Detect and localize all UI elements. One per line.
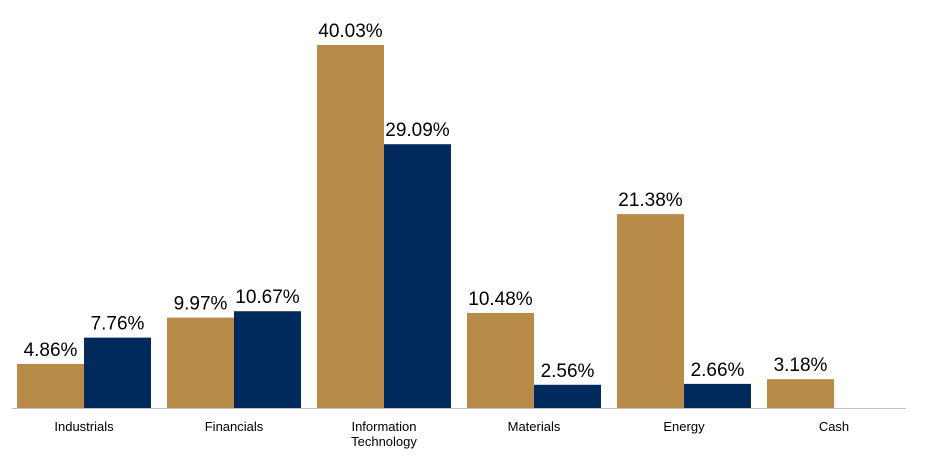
value-label-energy-series-1: 21.38% — [618, 190, 683, 211]
value-label-energy-series-2: 2.66% — [691, 360, 745, 381]
bar-financials-series-1 — [167, 317, 234, 408]
value-label-information-technology-series-1: 40.03% — [318, 21, 383, 42]
category-label-industrials: Industrials — [54, 419, 114, 434]
value-labels-group: 4.86% 7.76% 9.97% 10.67% 40.03% 29.09% 10.48% 2… — [24, 21, 828, 382]
value-label-cash-series-1: 3.18% — [774, 355, 828, 376]
value-label-materials-series-2: 2.56% — [541, 361, 595, 382]
bar-financials-series-2 — [234, 311, 301, 408]
value-label-materials-series-1: 10.48% — [468, 289, 533, 310]
bar-industrials-series-1 — [17, 363, 84, 408]
bar-materials-series-1 — [467, 312, 534, 408]
category-label-energy: Energy — [663, 419, 705, 434]
category-label-information-technology: Information Technology — [351, 419, 417, 449]
value-label-information-technology-series-2: 29.09% — [385, 120, 450, 141]
bar-materials-series-2 — [534, 384, 601, 408]
bar-information-technology-series-1 — [317, 45, 384, 408]
category-labels-group: Industrials Financials Information Technolo… — [54, 419, 849, 449]
value-label-industrials-series-2: 7.76% — [91, 314, 145, 335]
category-label-cash: Cash — [819, 419, 849, 434]
category-label-materials: Materials — [508, 419, 561, 434]
bar-energy-series-2 — [684, 383, 751, 408]
value-label-financials-series-1: 9.97% — [174, 294, 228, 315]
bar-industrials-series-2 — [84, 337, 151, 408]
bar-information-technology-series-2 — [384, 144, 451, 408]
category-label-financials: Financials — [205, 419, 264, 434]
bars-group — [17, 45, 834, 408]
value-label-financials-series-2: 10.67% — [235, 287, 300, 308]
value-label-industrials-series-1: 4.86% — [24, 340, 78, 361]
bar-energy-series-1 — [617, 214, 684, 408]
bar-cash-series-1 — [767, 379, 834, 408]
